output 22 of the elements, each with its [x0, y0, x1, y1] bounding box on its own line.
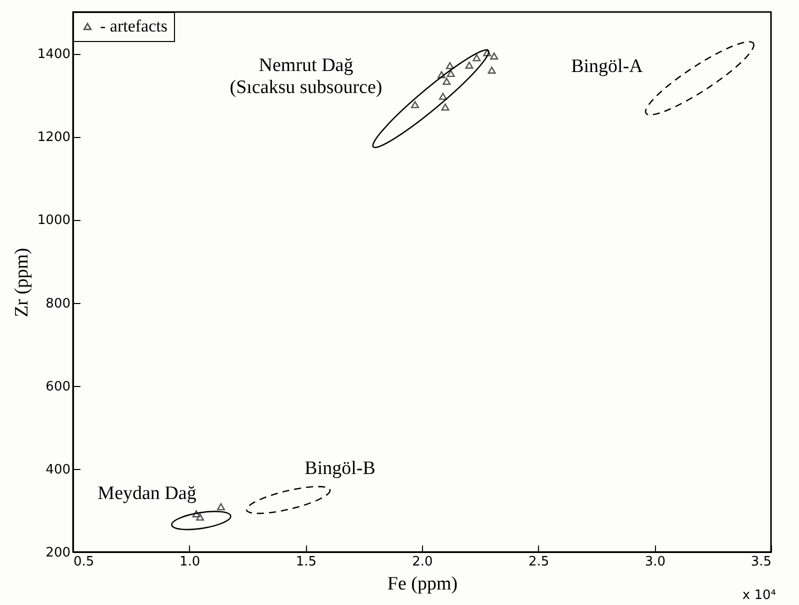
x-tick-label: 2.5 [528, 554, 550, 570]
y-tick-label: 600 [46, 379, 70, 394]
y-tick-label: 1400 [37, 47, 70, 62]
legend-label: - artefacts [100, 16, 168, 36]
y-tick-label: 200 [46, 546, 70, 560]
x-tick-label: 2.0 [412, 554, 433, 570]
y-tick-label: 1000 [37, 213, 70, 228]
x-axis-title: Fe (ppm) [387, 574, 458, 594]
y-tick-label: 1200 [37, 130, 70, 146]
y-tick-label: 400 [46, 462, 70, 478]
annotation: Meydan Dağ [98, 483, 197, 504]
x-tick-label: 0.5 [74, 554, 94, 570]
x-tick-label: 1.0 [179, 554, 200, 570]
annotation: Bingöl-A [571, 56, 644, 77]
annotation: Bingöl-B [304, 458, 376, 479]
text: x 10⁴ [742, 588, 776, 603]
x-tick-label: 3.5 [750, 554, 772, 570]
y-axis-title: Zr (ppm) [11, 248, 32, 318]
x-tick-label: 1.5 [296, 554, 317, 570]
y-tick-label: 800 [46, 296, 70, 312]
x-tick-label: 3.0 [644, 554, 666, 570]
annotation: Nemrut Dağ (Sıcaksu subsource) [230, 55, 382, 98]
